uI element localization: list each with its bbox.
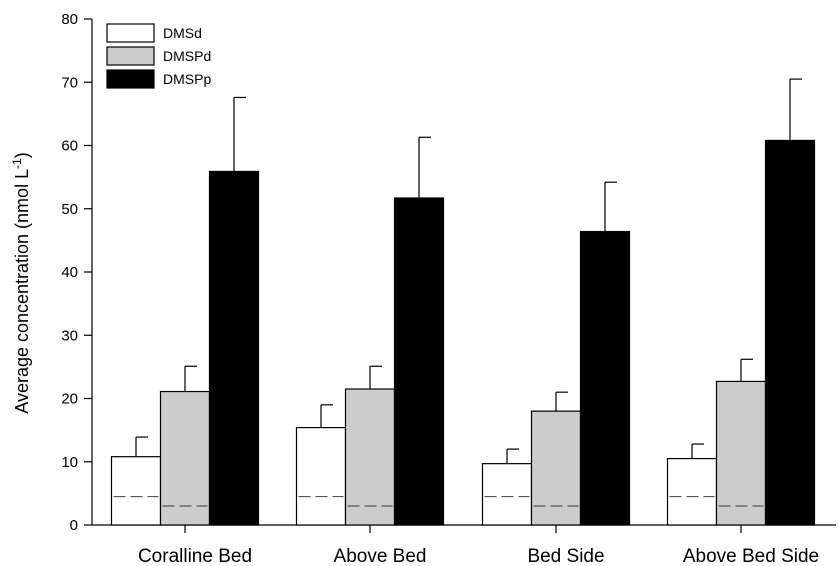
bar-dmspp — [764, 139, 816, 526]
x-tick-label: Above Bed Side — [683, 546, 819, 566]
y-axis-label-superscript: -1 — [10, 158, 24, 169]
bar-dmsd — [481, 463, 533, 526]
x-tick-label: Coralline Bed — [138, 546, 252, 566]
bar-dmspp — [393, 197, 445, 526]
legend-swatch-dmspd — [106, 46, 155, 66]
legend-label-dmspp: DMSPp — [163, 71, 211, 87]
y-axis-label-close: ) — [12, 152, 32, 158]
bar-dmspp — [579, 230, 631, 526]
legend: DMSd DMSPd DMSPp — [106, 23, 211, 89]
bar-dmsd — [666, 457, 718, 526]
y-axis-label: Average concentration (nmol L-1) — [10, 152, 32, 413]
x-tick-label: Above Bed — [334, 546, 427, 566]
bar-dmspd — [159, 390, 211, 526]
y-tick-label: 80 — [61, 11, 78, 28]
legend-swatch-dmspp — [106, 69, 155, 89]
legend-label-dmsd: DMSd — [163, 25, 202, 41]
y-tick-label: 60 — [61, 138, 78, 155]
bar-dmspp — [208, 170, 260, 526]
bar-dmsd — [110, 456, 162, 526]
bar-dmspd — [344, 388, 396, 526]
x-tick-label: Bed Side — [527, 546, 604, 566]
bar-dmspd — [530, 410, 582, 526]
legend-swatch-dmsd — [106, 23, 155, 43]
y-tick-label: 20 — [61, 391, 78, 408]
legend-label-dmspd: DMSPd — [163, 48, 211, 64]
y-tick-label: 0 — [70, 517, 78, 534]
y-tick-label: 40 — [61, 264, 78, 281]
bars — [110, 78, 816, 526]
y-tick-label: 30 — [61, 327, 78, 344]
y-tick-label: 50 — [61, 201, 78, 218]
axes: 0 10 20 30 40 50 60 70 80 Coralline Bed Above Bed B… — [61, 11, 836, 566]
bar-dmspd — [715, 380, 767, 526]
y-tick-label: 10 — [61, 454, 78, 471]
bar-dmsd — [295, 426, 347, 526]
y-axis-label-main: Average concentration (nmol L — [12, 169, 32, 414]
y-tick-label: 70 — [61, 74, 78, 91]
